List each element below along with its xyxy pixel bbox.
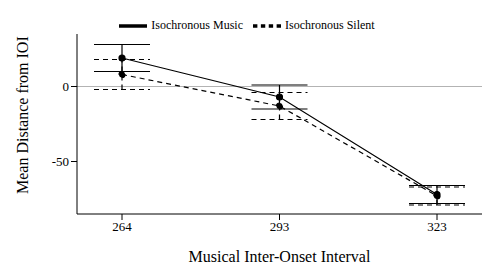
html-text:Isochronous Silent: Isochronous Silent (285, 17, 375, 32)
svg-text:0: 0 (63, 79, 70, 94)
svg-text:323: 323 (427, 219, 447, 234)
svg-text:293: 293 (270, 219, 290, 234)
svg-text:264: 264 (112, 219, 132, 234)
html-text:Isochronous Music: Isochronous Music (151, 17, 243, 32)
svg-text:Mean Distance from IOI: Mean Distance from IOI (14, 36, 31, 194)
svg-text:Musical Inter-Onset Interval: Musical Inter-Onset Interval (189, 248, 371, 265)
svg-text:-50: -50 (52, 154, 69, 169)
